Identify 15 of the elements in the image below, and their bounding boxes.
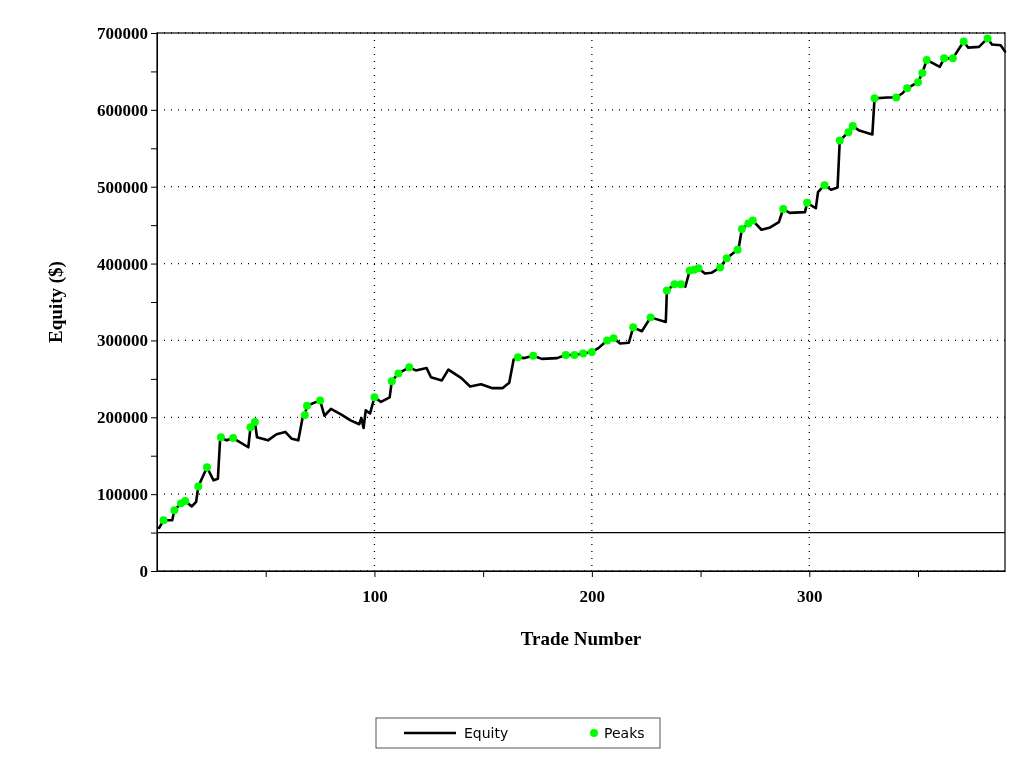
- y-tick-label: 400000: [97, 254, 148, 274]
- y-tick-label: 100000: [97, 485, 148, 505]
- y-tick-label: 700000: [97, 23, 148, 43]
- x-tick-label: 200: [579, 587, 606, 607]
- x-tick-label: 300: [797, 587, 823, 607]
- legend-label: Equity: [464, 725, 509, 741]
- y-axis-title: Equity ($): [45, 261, 67, 343]
- x-tick-label: 100: [362, 587, 388, 607]
- x-axis-title: Trade Number: [520, 628, 642, 649]
- y-tick-label: 300000: [97, 331, 148, 351]
- y-tick-label: 500000: [97, 177, 148, 197]
- legend-label: Peaks: [604, 725, 645, 741]
- y-tick-label: 0: [139, 561, 148, 581]
- y-tick-label: 200000: [97, 408, 148, 428]
- y-tick-label: 600000: [97, 100, 148, 120]
